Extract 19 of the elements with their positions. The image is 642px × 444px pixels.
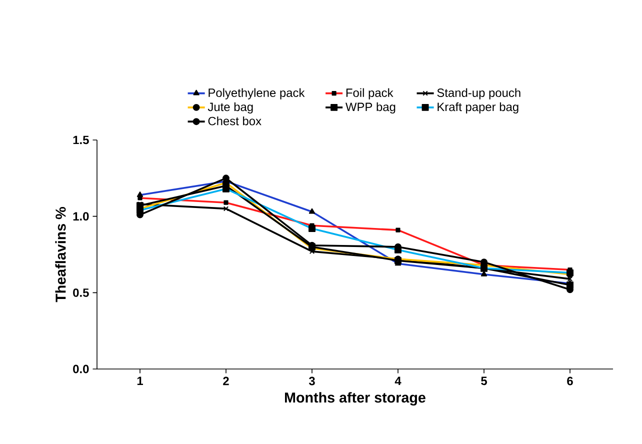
y-axis-title: Theaflavins % bbox=[55, 207, 66, 302]
y-tick-label: 1.0 bbox=[73, 212, 89, 221]
legend-label: Stand-up pouch bbox=[437, 88, 520, 100]
y-tick-label: 0.5 bbox=[73, 288, 89, 297]
legend-label: Jute bag bbox=[208, 102, 253, 114]
legend-label: WPP bag bbox=[346, 102, 396, 114]
y-tick-label: 0.0 bbox=[73, 364, 89, 374]
x-tick-label: 3 bbox=[308, 376, 315, 386]
legend-label: Foil pack bbox=[346, 88, 394, 100]
legend-label: Kraft paper bag bbox=[438, 102, 518, 114]
x-tick-label: 5 bbox=[481, 376, 487, 386]
y-tick-label: 1.5 bbox=[73, 136, 89, 144]
x-tick-label: 6 bbox=[567, 376, 573, 386]
x-tick-label: 4 bbox=[394, 376, 402, 385]
legend-label: Chest box bbox=[208, 116, 262, 126]
x-tick-label: 2 bbox=[223, 376, 229, 386]
legend-label: Polyethylene pack bbox=[208, 88, 305, 100]
x-tick-label: 1 bbox=[137, 376, 143, 385]
x-axis-title: Months after storage bbox=[285, 392, 426, 406]
